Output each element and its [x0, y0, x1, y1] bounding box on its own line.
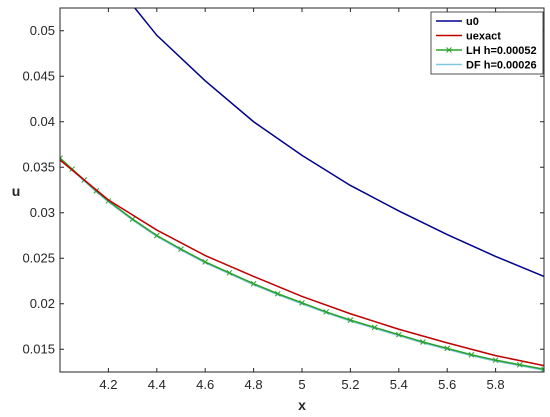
- data-point: [468, 351, 475, 358]
- data-point: [395, 331, 402, 338]
- data-point: [541, 366, 544, 372]
- y-axis-ticks: 0.015 0.02 0.025 0.03 0.035 0.04 0.045 0.05: [22, 23, 544, 356]
- legend-marker: [446, 47, 452, 53]
- x-tick-label: 4.4: [148, 377, 166, 392]
- data-point: [299, 299, 305, 306]
- y-axis-title: u: [12, 183, 21, 199]
- data-point: [60, 155, 63, 162]
- x-axis-title: x: [298, 397, 306, 413]
- data-point: [202, 259, 209, 265]
- data-point: [420, 339, 426, 345]
- y-tick-label: 0.05: [30, 23, 55, 38]
- x-tick-label: 5: [298, 377, 305, 392]
- y-tick-label: 0.03: [30, 205, 55, 220]
- y-tick-label: 0.045: [22, 68, 55, 83]
- y-tick-label: 0.025: [22, 250, 55, 265]
- data-point: [347, 317, 354, 323]
- data-point: [178, 246, 184, 253]
- data-point: [492, 357, 499, 364]
- series-line-0: [133, 8, 544, 278]
- x-tick-label: 5.8: [487, 377, 505, 392]
- legend-label: u0: [466, 16, 479, 28]
- data-point: [274, 290, 281, 297]
- legend-box: [430, 11, 544, 75]
- legend-label: LH h=0.00052: [466, 45, 537, 57]
- y-tick-label: 0.04: [30, 114, 55, 129]
- x-tick-label: 5.4: [390, 377, 408, 392]
- x-tick-label: 5.2: [341, 377, 359, 392]
- data-point: [250, 280, 257, 287]
- legend-label: DF h=0.00026: [466, 60, 537, 72]
- legend: u0 uexact LH h=0.00052 DF h=0.00026: [430, 11, 544, 75]
- x-tick-label: 4.6: [196, 377, 214, 392]
- x-tick-label: 4.2: [99, 377, 117, 392]
- data-point: [226, 269, 233, 276]
- x-tick-label: 4.8: [245, 377, 263, 392]
- y-tick-label: 0.02: [30, 296, 55, 311]
- data-point: [371, 324, 378, 331]
- y-tick-label: 0.035: [22, 159, 55, 174]
- data-point: [444, 345, 451, 352]
- x-axis-ticks: 4.2 4.4 4.6 4.8 5 5.2 5.4 5.6 5.8: [99, 8, 505, 392]
- legend-label: uexact: [466, 31, 501, 43]
- data-point: [323, 309, 330, 315]
- data-point: [516, 361, 523, 368]
- y-tick-label: 0.015: [22, 341, 55, 356]
- series-layer: [60, 8, 544, 372]
- data-point: [153, 232, 160, 239]
- x-tick-label: 5.6: [438, 377, 456, 392]
- data-point: [129, 216, 136, 222]
